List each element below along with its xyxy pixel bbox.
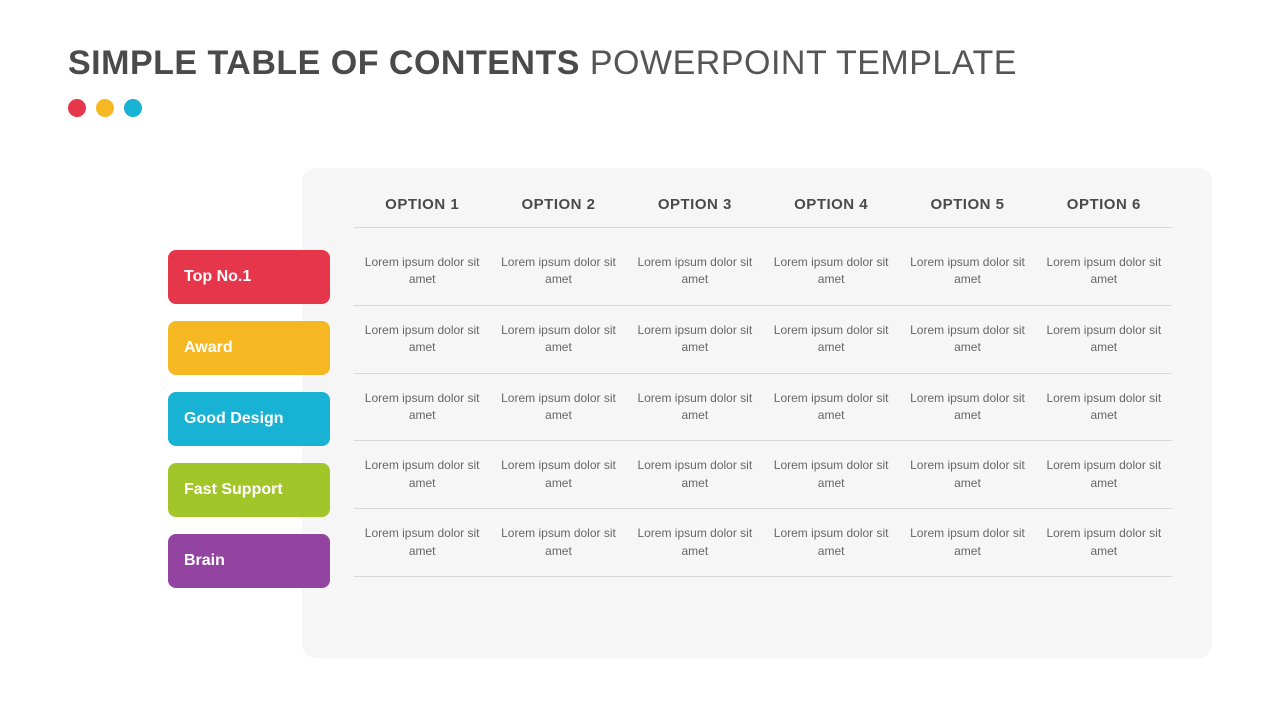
row-labels: Top No.1 Award Good Design Fast Support Brai…	[168, 250, 330, 588]
table-cell: Lorem ipsum dolor sit amet	[1036, 322, 1172, 357]
column-header-1: OPTION 2	[490, 196, 626, 228]
table-cell: Lorem ipsum dolor sit amet	[354, 457, 490, 492]
row-label-4: Brain	[168, 534, 330, 588]
table-row: Lorem ipsum dolor sit ametLorem ipsum do…	[354, 509, 1172, 577]
table-cell: Lorem ipsum dolor sit amet	[763, 457, 899, 492]
table-cell: Lorem ipsum dolor sit amet	[354, 322, 490, 357]
table-cell: Lorem ipsum dolor sit amet	[1036, 254, 1172, 289]
column-header-3: OPTION 4	[763, 196, 899, 228]
dot-1	[96, 99, 114, 117]
row-label-2: Good Design	[168, 392, 330, 446]
dot-0	[68, 99, 86, 117]
table-cell: Lorem ipsum dolor sit amet	[354, 254, 490, 289]
table-cell: Lorem ipsum dolor sit amet	[763, 254, 899, 289]
table-cell: Lorem ipsum dolor sit amet	[627, 390, 763, 425]
table-cell: Lorem ipsum dolor sit amet	[763, 322, 899, 357]
decorative-dots	[68, 99, 1017, 117]
table-cell: Lorem ipsum dolor sit amet	[763, 390, 899, 425]
table-cell: Lorem ipsum dolor sit amet	[899, 457, 1035, 492]
table-cell: Lorem ipsum dolor sit amet	[354, 390, 490, 425]
table-cell: Lorem ipsum dolor sit amet	[899, 322, 1035, 357]
table-cell: Lorem ipsum dolor sit amet	[1036, 457, 1172, 492]
table-cell: Lorem ipsum dolor sit amet	[1036, 525, 1172, 560]
table-cell: Lorem ipsum dolor sit amet	[899, 525, 1035, 560]
row-label-3: Fast Support	[168, 463, 330, 517]
column-header-4: OPTION 5	[899, 196, 1035, 228]
table-cell: Lorem ipsum dolor sit amet	[490, 457, 626, 492]
table-row: Lorem ipsum dolor sit ametLorem ipsum do…	[354, 238, 1172, 306]
table-panel: OPTION 1OPTION 2OPTION 3OPTION 4OPTION 5…	[302, 168, 1212, 658]
table-row: Lorem ipsum dolor sit ametLorem ipsum do…	[354, 441, 1172, 509]
table-cell: Lorem ipsum dolor sit amet	[1036, 390, 1172, 425]
slide-title: SIMPLE TABLE OF CONTENTS POWERPOINT TEMP…	[68, 44, 1017, 83]
dot-2	[124, 99, 142, 117]
table-cell: Lorem ipsum dolor sit amet	[354, 525, 490, 560]
column-header-5: OPTION 6	[1036, 196, 1172, 228]
table-cell: Lorem ipsum dolor sit amet	[490, 254, 626, 289]
column-headers: OPTION 1OPTION 2OPTION 3OPTION 4OPTION 5…	[354, 196, 1172, 228]
row-label-1: Award	[168, 321, 330, 375]
table-row: Lorem ipsum dolor sit ametLorem ipsum do…	[354, 374, 1172, 442]
table-cell: Lorem ipsum dolor sit amet	[627, 254, 763, 289]
column-header-2: OPTION 3	[627, 196, 763, 228]
table-cell: Lorem ipsum dolor sit amet	[627, 457, 763, 492]
table-cell: Lorem ipsum dolor sit amet	[899, 390, 1035, 425]
table-body: Lorem ipsum dolor sit ametLorem ipsum do…	[354, 238, 1172, 577]
table-cell: Lorem ipsum dolor sit amet	[490, 322, 626, 357]
row-label-0: Top No.1	[168, 250, 330, 304]
table-row: Lorem ipsum dolor sit ametLorem ipsum do…	[354, 306, 1172, 374]
title-light-part: POWERPOINT TEMPLATE	[580, 44, 1017, 82]
table-cell: Lorem ipsum dolor sit amet	[490, 525, 626, 560]
column-header-0: OPTION 1	[354, 196, 490, 228]
table-cell: Lorem ipsum dolor sit amet	[490, 390, 626, 425]
table-cell: Lorem ipsum dolor sit amet	[899, 254, 1035, 289]
table-cell: Lorem ipsum dolor sit amet	[763, 525, 899, 560]
slide-header: SIMPLE TABLE OF CONTENTS POWERPOINT TEMP…	[68, 44, 1017, 117]
table-cell: Lorem ipsum dolor sit amet	[627, 322, 763, 357]
table-cell: Lorem ipsum dolor sit amet	[627, 525, 763, 560]
title-bold-part: SIMPLE TABLE OF CONTENTS	[68, 44, 580, 82]
